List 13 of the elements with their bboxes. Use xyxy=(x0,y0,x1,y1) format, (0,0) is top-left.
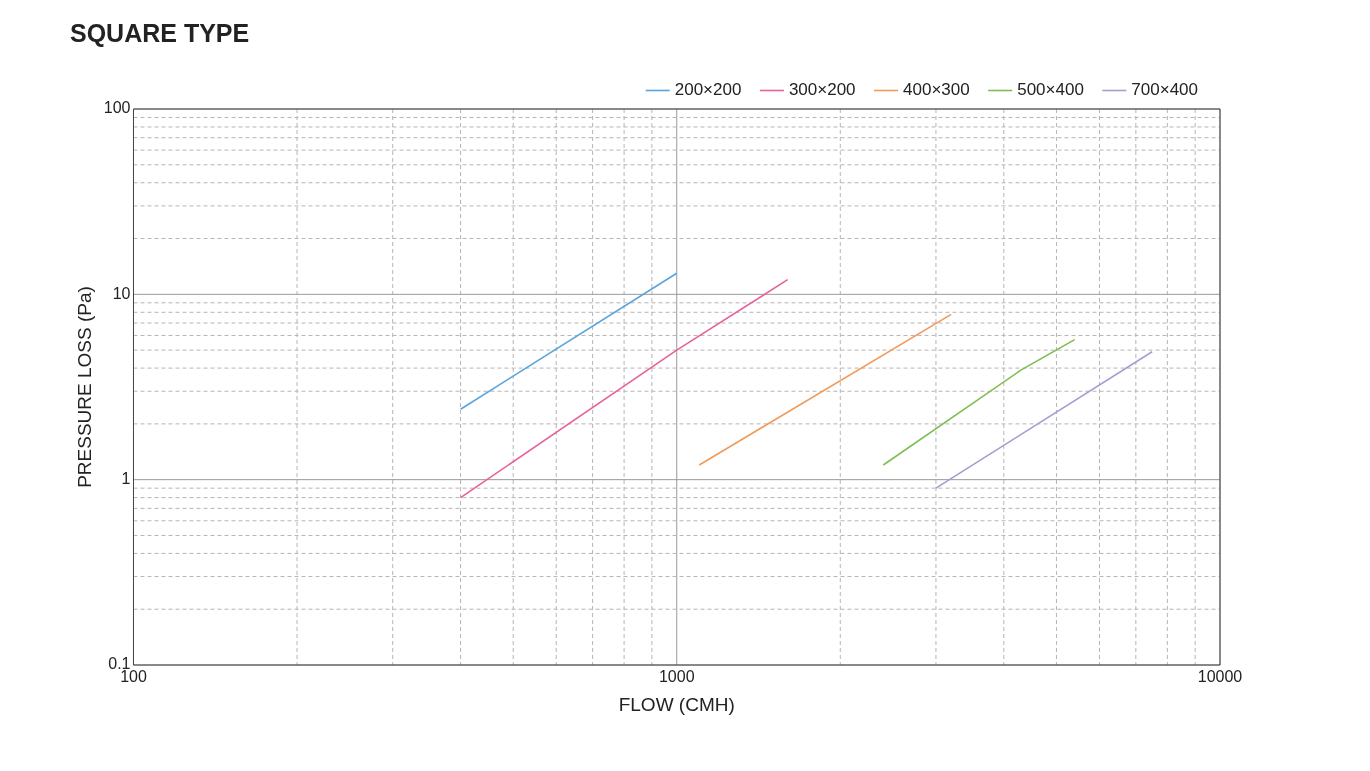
legend-label: 400×300 xyxy=(903,80,970,100)
legend-label: 300×200 xyxy=(788,80,856,100)
y-tick-label: 10 xyxy=(112,284,131,302)
legend-label: 500×400 xyxy=(1017,80,1084,100)
x-axis-title: FLOW (CMH) xyxy=(618,693,735,715)
legend-label: 700×400 xyxy=(1131,80,1198,100)
y-tick-label: 1 xyxy=(121,470,131,488)
y-tick-label: 100 xyxy=(103,99,131,117)
y-axis-title: PRESSURE LOSS (Pa) xyxy=(73,286,95,488)
x-tick-label: 1000 xyxy=(658,668,695,686)
x-tick-label: 10000 xyxy=(1197,668,1243,686)
chart-title: SQUARE TYPE xyxy=(70,18,250,47)
legend-label: 200×200 xyxy=(674,80,742,100)
